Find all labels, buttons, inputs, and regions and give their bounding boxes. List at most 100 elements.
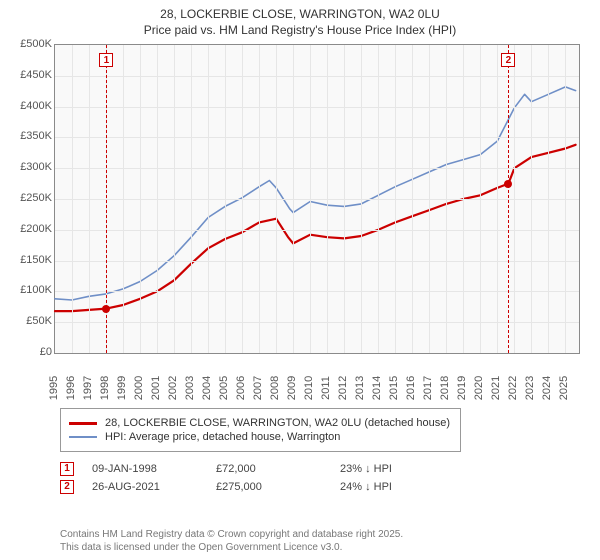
y-tick-label: £300K — [12, 161, 52, 173]
x-tick-label: 2018 — [439, 370, 451, 406]
plot-area: 12 — [54, 44, 580, 354]
gridline-v — [276, 45, 277, 353]
x-tick-label: 2020 — [473, 370, 485, 406]
sale-marker-badge: 2 — [501, 53, 515, 67]
gridline-h — [55, 322, 579, 323]
gridline-h — [55, 230, 579, 231]
x-tick-label: 2013 — [354, 370, 366, 406]
gridline-v — [259, 45, 260, 353]
x-tick-label: 2011 — [320, 370, 332, 406]
gridline-v — [497, 45, 498, 353]
legend-swatch-price — [69, 422, 97, 425]
sale-marker-badge: 1 — [99, 53, 113, 67]
y-tick-label: £500K — [12, 38, 52, 50]
y-tick-label: £150K — [12, 254, 52, 266]
gridline-v — [565, 45, 566, 353]
gridline-v — [72, 45, 73, 353]
x-tick-label: 2014 — [371, 370, 383, 406]
y-tick-label: £50K — [12, 315, 52, 327]
gridline-v — [327, 45, 328, 353]
x-tick-label: 2016 — [405, 370, 417, 406]
gridline-v — [293, 45, 294, 353]
sale-record-badge: 1 — [60, 462, 74, 476]
gridline-h — [55, 199, 579, 200]
gridline-v — [463, 45, 464, 353]
gridline-v — [310, 45, 311, 353]
y-tick-label: £450K — [12, 69, 52, 81]
x-tick-label: 2005 — [218, 370, 230, 406]
legend-item-price: 28, LOCKERBIE CLOSE, WARRINGTON, WA2 0LU… — [69, 417, 450, 429]
gridline-v — [174, 45, 175, 353]
x-tick-label: 2007 — [252, 370, 264, 406]
sale-record-delta: 23% ↓ HPI — [340, 463, 464, 475]
sale-record-price: £275,000 — [216, 481, 340, 493]
x-tick-label: 2000 — [133, 370, 145, 406]
gridline-v — [242, 45, 243, 353]
title-line-1: 28, LOCKERBIE CLOSE, WARRINGTON, WA2 0LU — [160, 7, 440, 21]
x-tick-label: 2001 — [150, 370, 162, 406]
y-tick-label: £0 — [12, 346, 52, 358]
x-tick-label: 2006 — [235, 370, 247, 406]
x-tick-label: 2025 — [558, 370, 570, 406]
y-tick-label: £400K — [12, 100, 52, 112]
x-tick-label: 2004 — [201, 370, 213, 406]
gridline-v — [395, 45, 396, 353]
sale-record-date: 26-AUG-2021 — [92, 481, 216, 493]
x-tick-label: 2024 — [541, 370, 553, 406]
gridline-v — [208, 45, 209, 353]
gridline-h — [55, 76, 579, 77]
x-tick-label: 1995 — [48, 370, 60, 406]
sale-records: 1 09-JAN-1998£72,00023% ↓ HPI 2 26-AUG-2021… — [60, 458, 464, 498]
chart-title: 28, LOCKERBIE CLOSE, WARRINGTON, WA2 0LU… — [0, 0, 600, 38]
sale-record-price: £72,000 — [216, 463, 340, 475]
sale-record-badge: 2 — [60, 480, 74, 494]
gridline-h — [55, 168, 579, 169]
y-tick-label: £100K — [12, 284, 52, 296]
title-line-2: Price paid vs. HM Land Registry's House … — [144, 23, 456, 37]
y-tick-label: £350K — [12, 130, 52, 142]
x-tick-label: 2003 — [184, 370, 196, 406]
x-tick-label: 2019 — [456, 370, 468, 406]
gridline-v — [344, 45, 345, 353]
sale-marker-dot — [102, 305, 110, 313]
x-tick-label: 2002 — [167, 370, 179, 406]
y-tick-label: £200K — [12, 223, 52, 235]
gridline-v — [514, 45, 515, 353]
x-tick-label: 2023 — [524, 370, 536, 406]
legend-swatch-hpi — [69, 436, 97, 438]
x-tick-label: 1997 — [82, 370, 94, 406]
gridline-v — [89, 45, 90, 353]
x-tick-label: 1999 — [116, 370, 128, 406]
x-tick-label: 2012 — [337, 370, 349, 406]
sale-record-date: 09-JAN-1998 — [92, 463, 216, 475]
x-tick-label: 1996 — [65, 370, 77, 406]
legend-item-hpi: HPI: Average price, detached house, Warr… — [69, 431, 450, 443]
gridline-v — [531, 45, 532, 353]
gridline-v — [480, 45, 481, 353]
gridline-v — [378, 45, 379, 353]
sale-record-delta: 24% ↓ HPI — [340, 481, 464, 493]
footer-line-2: This data is licensed under the Open Gov… — [60, 542, 342, 553]
sale-marker-dot — [504, 180, 512, 188]
gridline-h — [55, 107, 579, 108]
chart-container: 12 £0£50K£100K£150K£200K£250K£300K£350K£… — [12, 40, 588, 400]
gridline-h — [55, 291, 579, 292]
y-tick-label: £250K — [12, 192, 52, 204]
sale-marker-line — [508, 45, 509, 353]
gridline-v — [140, 45, 141, 353]
x-tick-label: 2022 — [507, 370, 519, 406]
x-tick-label: 2017 — [422, 370, 434, 406]
gridline-v — [429, 45, 430, 353]
x-tick-label: 1998 — [99, 370, 111, 406]
gridline-v — [225, 45, 226, 353]
gridline-h — [55, 137, 579, 138]
gridline-v — [548, 45, 549, 353]
x-tick-label: 2015 — [388, 370, 400, 406]
legend-label-hpi: HPI: Average price, detached house, Warr… — [105, 431, 340, 443]
legend: 28, LOCKERBIE CLOSE, WARRINGTON, WA2 0LU… — [60, 408, 461, 452]
x-tick-label: 2008 — [269, 370, 281, 406]
x-tick-label: 2009 — [286, 370, 298, 406]
legend-label-price: 28, LOCKERBIE CLOSE, WARRINGTON, WA2 0LU… — [105, 417, 450, 429]
gridline-v — [191, 45, 192, 353]
sale-record-row: 1 09-JAN-1998£72,00023% ↓ HPI — [60, 462, 464, 476]
